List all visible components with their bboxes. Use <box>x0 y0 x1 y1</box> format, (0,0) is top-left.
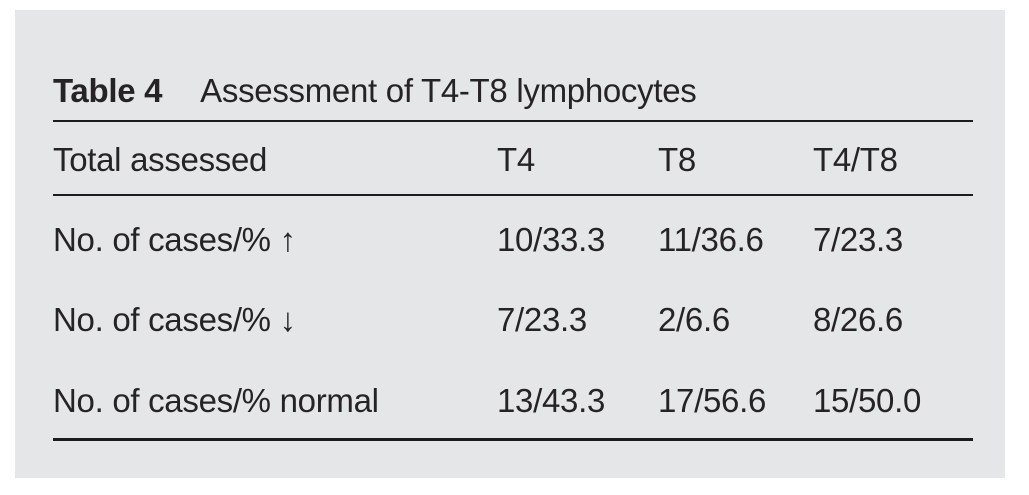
value-cell-t4: 10/33.3 <box>497 220 606 258</box>
row-label-cell: No. of cases/% normal <box>53 381 379 419</box>
value-cell-t8: 17/56.6 <box>658 381 767 419</box>
row-label-cell: No. of cases/% ↑ <box>53 220 296 258</box>
col-header-total-assessed: Total assessed <box>53 141 268 178</box>
value-cell-t4: 7/23.3 <box>497 301 587 338</box>
table-panel: Table 4 Assessment of T4-T8 lymphocytes … <box>15 10 1005 478</box>
col-header-t4: T4 <box>497 141 535 178</box>
col-header-t8: T8 <box>658 141 696 178</box>
value-cell-t8: 11/36.6 <box>658 220 764 258</box>
lymphocyte-table: Total assessed T4 T8 T4/T8 No. of cases/… <box>53 120 973 441</box>
value-cell-t4-t8-ratio: 15/50.0 <box>813 381 922 419</box>
value-cell-t4-t8-ratio: 8/26.6 <box>813 301 903 338</box>
table-row-cases-normal: No. of cases/% normal 13/43.3 17/56.6 15… <box>53 357 973 439</box>
col-header-t4-t8-ratio: T4/T8 <box>813 141 898 178</box>
table-content: Table 4 Assessment of T4-T8 lymphocytes … <box>53 10 973 441</box>
table-caption-label: Table 4 <box>53 71 163 109</box>
value-cell-t4: 13/43.3 <box>497 381 606 419</box>
table-row-cases-increased: No. of cases/% ↑ 10/33.3 11/36.6 7/23.3 <box>53 195 973 276</box>
table-header-row: Total assessed T4 T8 T4/T8 <box>53 121 973 195</box>
value-cell-t4-t8-ratio: 7/23.3 <box>813 220 903 258</box>
table-caption: Table 4 Assessment of T4-T8 lymphocytes <box>53 10 973 120</box>
row-label-cell: No. of cases/% ↓ <box>53 301 296 338</box>
value-cell-t8: 2/6.6 <box>658 301 730 338</box>
table-caption-title: Assessment of T4-T8 lymphocytes <box>200 71 697 109</box>
table-row-cases-decreased: No. of cases/% ↓ 7/23.3 2/6.6 8/26.6 <box>53 276 973 357</box>
